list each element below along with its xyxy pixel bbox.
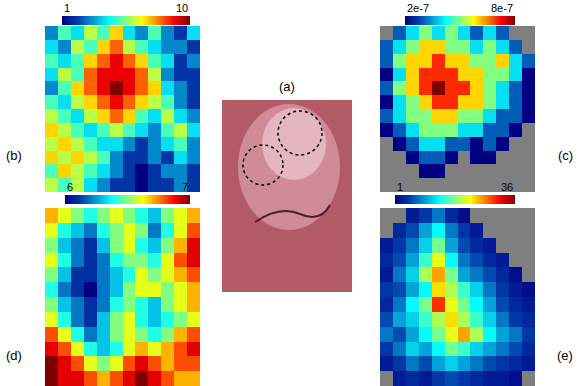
svg-text:7: 7	[182, 181, 188, 193]
svg-text:1: 1	[397, 181, 403, 193]
svg-text:(a): (a)	[279, 79, 295, 94]
svg-text:(d): (d)	[6, 348, 22, 363]
svg-text:6: 6	[67, 181, 73, 193]
svg-text:(b): (b)	[6, 148, 22, 163]
svg-text:2e-7: 2e-7	[407, 2, 429, 14]
svg-text:36: 36	[501, 181, 513, 193]
svg-text:8e-7: 8e-7	[491, 2, 513, 14]
svg-text:10: 10	[176, 2, 188, 14]
svg-text:(c): (c)	[558, 148, 573, 163]
svg-text:1: 1	[64, 2, 70, 14]
svg-text:(e): (e)	[557, 348, 573, 363]
